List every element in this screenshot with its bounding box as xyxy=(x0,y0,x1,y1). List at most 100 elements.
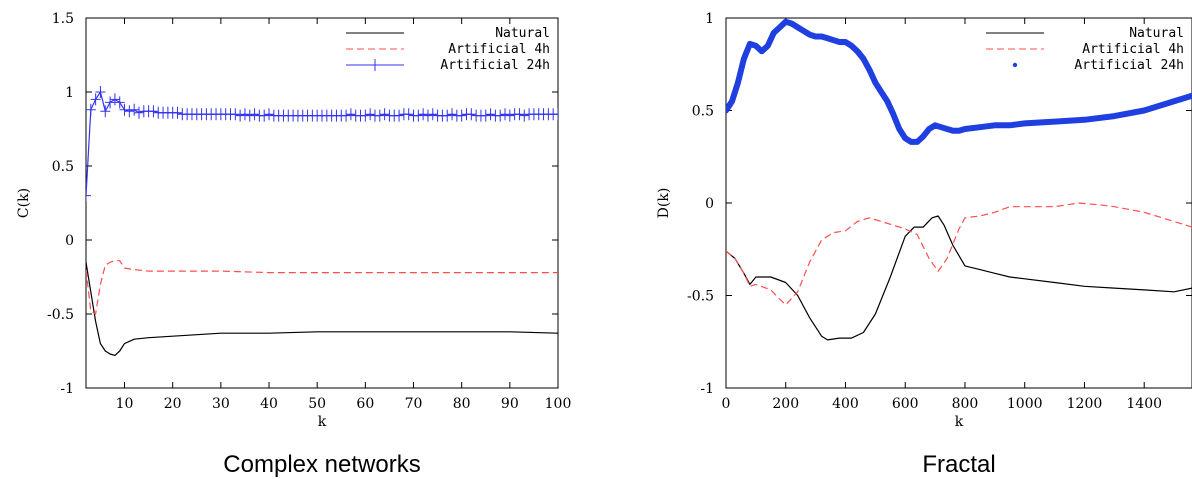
series-line-1 xyxy=(86,262,558,356)
legend-label: Natural xyxy=(1129,26,1184,41)
x-tick-label: 30 xyxy=(212,396,230,412)
series-line-2 xyxy=(726,202,1192,306)
x-tick-label: 1200 xyxy=(1067,396,1103,412)
series-marker xyxy=(422,109,433,122)
chart-2: 0 200 400 600 800 1000 1200 1400 -1 -0.5 0 0.5 1 k D(k… xyxy=(656,11,1192,478)
series-marker xyxy=(403,108,414,121)
legend-label: Natural xyxy=(495,26,550,41)
series-marker xyxy=(114,96,125,109)
series-marker xyxy=(413,109,424,122)
chart-caption: Complex networks xyxy=(223,451,420,478)
x-tick-label: 0 xyxy=(722,396,731,412)
y-tick-label: -0.5 xyxy=(47,307,74,323)
x-tick-label: 70 xyxy=(405,396,423,412)
plot-frame xyxy=(85,17,559,389)
series-marker xyxy=(119,103,130,116)
y-tick-label: 0 xyxy=(65,233,74,249)
series-marker xyxy=(374,109,385,122)
series-marker xyxy=(360,109,371,122)
y-tick-label: -0.5 xyxy=(687,289,714,305)
series-marker xyxy=(109,93,120,106)
legend-label: Artificial 24h xyxy=(1074,58,1184,73)
x-axis-label: k xyxy=(955,414,964,430)
x-tick-label: 200 xyxy=(772,396,799,412)
series-marker xyxy=(553,108,558,121)
series-marker xyxy=(90,93,101,106)
series-marker xyxy=(394,109,405,122)
series-marker xyxy=(500,108,511,121)
series-marker xyxy=(418,108,429,121)
series-marker xyxy=(466,108,477,121)
series-marker xyxy=(86,103,96,116)
series-marker xyxy=(345,108,356,121)
x-tick-label: 1000 xyxy=(1007,396,1043,412)
series-marker xyxy=(379,108,390,121)
series-marker xyxy=(427,108,438,121)
x-tick-label: 50 xyxy=(308,396,326,412)
series-marker xyxy=(148,105,159,118)
series-marker xyxy=(341,109,352,122)
y-tick-label: -1 xyxy=(700,381,714,397)
legend-swatch xyxy=(1012,62,1018,68)
series-marker xyxy=(442,109,453,122)
series-marker xyxy=(239,108,250,121)
series-marker xyxy=(100,105,111,118)
x-tick-label: 20 xyxy=(164,396,182,412)
x-tick-label: 800 xyxy=(952,396,979,412)
series-marker xyxy=(365,108,376,121)
x-tick-label: 60 xyxy=(356,396,374,412)
series-marker xyxy=(504,109,515,122)
series-marker xyxy=(124,105,135,118)
series-line-2 xyxy=(86,260,558,315)
chart-1: 10 20 30 40 50 60 70 80 90 100 -1 -0.5 0 0.5 1 1.5 k C(k)… xyxy=(16,11,571,478)
x-tick-label: 80 xyxy=(453,396,471,412)
x-tick-label: 90 xyxy=(501,396,519,412)
x-tick-label: 600 xyxy=(892,396,919,412)
series-marker xyxy=(95,86,106,98)
series-marker xyxy=(235,109,246,122)
series-group xyxy=(86,86,558,356)
x-tick-label: 40 xyxy=(260,396,278,412)
plot-frame xyxy=(725,17,1192,389)
legend-label: Artificial 4h xyxy=(448,42,550,57)
series-marker xyxy=(230,108,241,121)
y-tick-label: 1 xyxy=(65,85,74,101)
series-marker xyxy=(485,108,496,121)
series-marker xyxy=(495,109,506,122)
y-tick-label: 1.5 xyxy=(52,11,74,27)
series-marker xyxy=(133,106,144,119)
x-tick-label: 100 xyxy=(545,396,572,412)
x-tick-label: 1400 xyxy=(1126,396,1162,412)
y-axis-label: D(k) xyxy=(656,188,672,219)
series-marker xyxy=(514,108,525,121)
series-marker xyxy=(105,96,116,109)
y-axis-label: C(k) xyxy=(16,188,32,218)
y-tick-label: 0.5 xyxy=(52,159,74,175)
series-marker xyxy=(172,106,183,119)
series-marker xyxy=(129,103,140,116)
legend-label: Artificial 24h xyxy=(440,58,550,73)
series-marker xyxy=(447,108,458,121)
y-tick-label: 1 xyxy=(705,11,714,27)
series-marker xyxy=(244,109,255,122)
series-marker xyxy=(519,109,530,122)
series-line-1 xyxy=(726,215,1192,341)
series-marker xyxy=(264,108,275,121)
series-marker xyxy=(249,108,260,121)
y-tick-label: 0.5 xyxy=(692,104,714,120)
series-marker xyxy=(86,189,91,202)
series-group xyxy=(726,18,1192,341)
chart-caption: Fractal xyxy=(922,451,995,478)
series-line-3 xyxy=(726,18,1192,145)
series-marker xyxy=(456,109,467,122)
x-tick-label: 400 xyxy=(832,396,859,412)
series-marker xyxy=(259,109,270,122)
series-line-3 xyxy=(86,91,558,196)
x-axis-label: k xyxy=(318,414,327,430)
x-tick-label: 10 xyxy=(116,396,134,412)
legend-label: Artificial 4h xyxy=(1082,42,1184,57)
series-marker xyxy=(480,109,491,122)
